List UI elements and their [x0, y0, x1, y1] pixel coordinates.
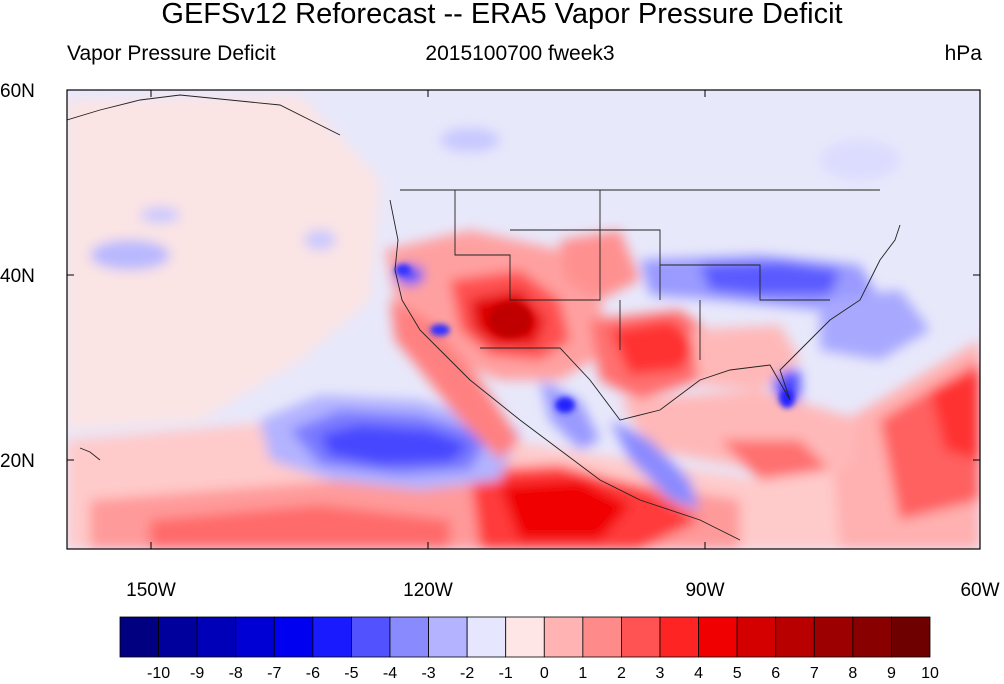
colorbar-label: 8: [848, 665, 857, 682]
colorbar-swatch: [273, 616, 314, 658]
colorbar-swatch: [543, 616, 584, 658]
colorbar-label: 2: [617, 665, 626, 682]
lon-label-60w: 60W: [960, 580, 999, 601]
tick-marks: [67, 89, 981, 549]
map-title: GEFSv12 Reforecast -- ERA5 Vapor Pressur…: [161, 0, 843, 30]
lon-label-150w: 150W: [126, 580, 176, 601]
lat-label-40n: 40N: [0, 266, 35, 287]
colorbar-swatch: [196, 616, 237, 658]
colorbar-label: -4: [383, 665, 397, 682]
colorbar-label: -8: [229, 665, 243, 682]
colorbar-swatch: [351, 616, 391, 658]
lon-label-90w: 90W: [685, 580, 724, 601]
coastlines: [67, 94, 901, 541]
colorbar-swatch: [466, 616, 507, 658]
lon-label-120w: 120W: [403, 580, 453, 601]
lat-label-20n: 20N: [0, 451, 35, 472]
colorbar: -10 -9 -8 -7 -6 -5 -4 -3 -2 -1 0 1 2 3 4 5 6 7 8 9 10: [119, 616, 939, 682]
colorbar-swatch: [698, 616, 738, 658]
colorbar-swatch: [505, 616, 545, 658]
colorbar-swatch: [312, 616, 352, 658]
colorbar-swatch: [852, 616, 892, 658]
colorbar-swatch: [158, 616, 198, 658]
colorbar-label: -5: [344, 665, 358, 682]
colorbar-label: -2: [460, 665, 474, 682]
colorbar-label: 10: [921, 665, 939, 682]
colorbar-label: -10: [147, 665, 170, 682]
colorbar-label: 9: [887, 665, 896, 682]
vpd-field: [67, 90, 980, 549]
colorbar-swatch: [621, 616, 661, 658]
variable-label: Vapor Pressure Deficit: [67, 42, 276, 65]
colorbar-swatch: [582, 616, 622, 658]
colorbar-swatch: [775, 616, 815, 658]
colorbar-swatch: [428, 616, 468, 658]
date-label: 2015100700 fweek3: [425, 42, 615, 65]
colorbar-label: 1: [578, 665, 587, 682]
colorbar-label: -3: [421, 665, 435, 682]
colorbar-swatch: [235, 616, 275, 658]
colorbar-label: -6: [306, 665, 320, 682]
colorbar-label: 0: [540, 665, 549, 682]
colorbar-swatch: [389, 616, 429, 658]
colorbar-swatch: [891, 616, 931, 658]
colorbar-label: 6: [771, 665, 780, 682]
colorbar-label: -1: [499, 665, 513, 682]
colorbar-label: 3: [656, 665, 665, 682]
units-label: hPa: [944, 42, 982, 65]
colorbar-label: 4: [694, 665, 703, 682]
map-frame: [66, 89, 981, 550]
lat-label-60n: 60N: [0, 81, 35, 102]
colorbar-swatch: [736, 616, 777, 658]
colorbar-swatch: [659, 616, 699, 658]
colorbar-label: -7: [267, 665, 281, 682]
colorbar-swatch: [813, 616, 854, 658]
colorbar-label: 7: [810, 665, 819, 682]
colorbar-swatch: [119, 616, 159, 658]
colorbar-label: -9: [190, 665, 204, 682]
colorbar-label: 5: [733, 665, 742, 682]
